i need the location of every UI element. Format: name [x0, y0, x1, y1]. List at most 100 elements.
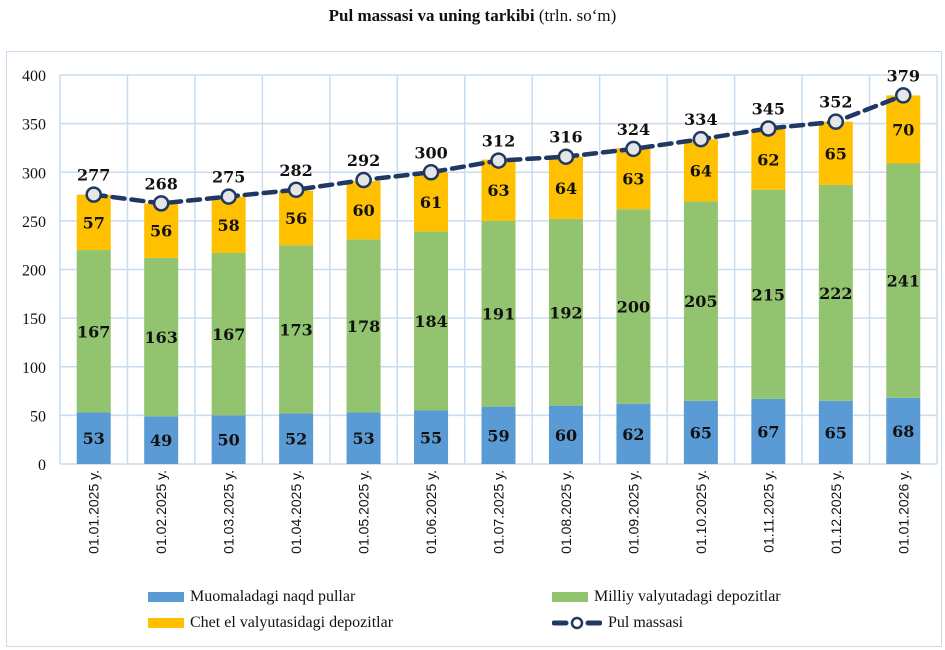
bar-value-label: 178 — [347, 317, 380, 336]
bar-value-label: 55 — [420, 428, 442, 447]
bar-value-label: 59 — [487, 426, 509, 445]
bar-value-label: 62 — [622, 425, 644, 444]
x-tick-label: 01.04.2025 y. — [288, 470, 304, 554]
line-marker — [827, 113, 845, 130]
bar-value-label: 173 — [279, 320, 312, 339]
bar-segment — [616, 403, 651, 464]
line-marker — [557, 148, 575, 165]
bar-segment — [144, 416, 179, 464]
legend-swatch-cash — [148, 592, 184, 602]
line-value-label: 345 — [752, 99, 785, 118]
bar-value-label: 222 — [819, 284, 852, 303]
bar-value-label: 191 — [482, 305, 515, 324]
bar-segment — [76, 194, 111, 251]
bar-labels: 53 167 57 49 163 56 50 167 58 52 173 56 53 178 60 55 184… — [77, 120, 920, 450]
line-value-label: 316 — [549, 128, 582, 147]
bar-value-label: 57 — [83, 213, 105, 232]
bar-value-label: 241 — [887, 272, 920, 291]
bar-value-label: 167 — [212, 325, 245, 344]
legend-swatch-national — [552, 592, 588, 602]
line-marker — [760, 120, 777, 137]
line-value-label: 300 — [414, 143, 447, 162]
chart-title: Pul massasi va uning tarkibi (trln. so‘m… — [0, 6, 945, 26]
bar-segment — [616, 209, 651, 404]
bar-segment — [751, 189, 786, 399]
bar-value-label: 60 — [555, 426, 577, 445]
y-tick-label: 50 — [30, 408, 46, 425]
y-tick-label: 350 — [22, 117, 46, 134]
x-tick-label: 01.08.2025 y. — [558, 470, 574, 554]
bar-segment — [144, 203, 179, 258]
bar-segment — [414, 410, 449, 464]
line-value-label: 275 — [212, 168, 245, 187]
bar-value-label: 50 — [218, 431, 240, 450]
y-tick-label: 400 — [22, 68, 46, 85]
legend-item-national: Milliy valyutadagi depozitlar — [552, 588, 781, 606]
bar-value-label: 52 — [285, 430, 307, 449]
bar-segment — [886, 397, 921, 464]
x-tick-label: 01.11.2025 y. — [760, 470, 776, 553]
x-tick-label: 01.10.2025 y. — [693, 470, 709, 554]
bar-value-label: 184 — [414, 312, 447, 331]
bar-value-label: 167 — [77, 322, 110, 341]
bar-value-label: 53 — [83, 429, 105, 448]
line-value-label: 312 — [482, 132, 515, 151]
legend-label-pul-massasi: Pul massasi — [608, 614, 684, 631]
line-marker — [895, 87, 912, 104]
bar-segment — [414, 231, 449, 411]
bar-segment — [616, 147, 651, 210]
line-value-label: 352 — [819, 93, 852, 112]
bar-segment — [886, 163, 921, 398]
line-value-label: 334 — [684, 110, 717, 129]
legend-label-foreign: Chet el valyutasidagi depozitlar — [190, 614, 394, 631]
bar-segment — [211, 196, 246, 253]
x-tick-label: 01.01.2026 y. — [895, 470, 911, 554]
bar-segment — [751, 398, 786, 464]
bar-value-label: 49 — [150, 431, 172, 450]
bar-segment — [886, 95, 921, 164]
line-marker — [220, 188, 237, 205]
bar-value-label: 67 — [757, 422, 779, 441]
bar-value-label: 65 — [825, 423, 847, 442]
bar-value-label: 205 — [684, 292, 717, 311]
bar-segment — [548, 156, 583, 219]
y-tick-label: 150 — [22, 311, 46, 328]
legend-item-foreign: Chet el valyutasidagi depozitlar — [148, 614, 393, 632]
y-axis: 0 50 100 150 200 250 300 350 400 — [22, 68, 46, 474]
y-tick-label: 300 — [22, 165, 46, 182]
bar-segment — [683, 139, 718, 202]
x-axis: 01.01.2025 y. 01.02.2025 y. 01.03.2025 y. 0… — [86, 470, 912, 554]
bar-segment — [818, 400, 853, 464]
legend-item-cash: Muomaladagi naqd pullar — [148, 588, 355, 606]
bar-segment — [346, 181, 381, 240]
bar-value-label: 65 — [825, 144, 847, 163]
x-tick-label: 01.12.2025 y. — [828, 470, 844, 554]
x-tick-label: 01.07.2025 y. — [491, 470, 507, 554]
pul-massasi-line: 277 268 275 282 292 300 312 316 324 334 345 352 379 — [77, 66, 920, 212]
line-value-label: 324 — [617, 120, 650, 139]
bar-value-label: 215 — [752, 285, 785, 304]
bar-segment — [683, 400, 718, 464]
bar-value-label: 53 — [352, 429, 374, 448]
legend-label-national: Milliy valyutadagi depozitlar — [594, 588, 781, 605]
bar-value-label: 192 — [549, 303, 582, 322]
bar-segment — [76, 250, 111, 413]
line-marker — [85, 186, 102, 203]
bar-value-label: 68 — [892, 422, 914, 441]
line-value-label: 277 — [77, 166, 110, 185]
bar-segment — [818, 121, 853, 185]
line-marker — [625, 140, 642, 158]
bars — [76, 95, 921, 464]
bar-segment — [481, 220, 516, 407]
bar-segment — [76, 412, 111, 464]
bar-segment — [751, 129, 786, 190]
line-value-label: 292 — [347, 151, 380, 170]
bar-segment — [481, 406, 516, 464]
line-marker — [422, 164, 440, 181]
bar-value-label: 63 — [622, 170, 644, 189]
bar-value-label: 56 — [150, 222, 172, 241]
bar-segment — [211, 252, 246, 416]
bar-segment — [144, 257, 179, 417]
bar-segment — [414, 172, 449, 232]
